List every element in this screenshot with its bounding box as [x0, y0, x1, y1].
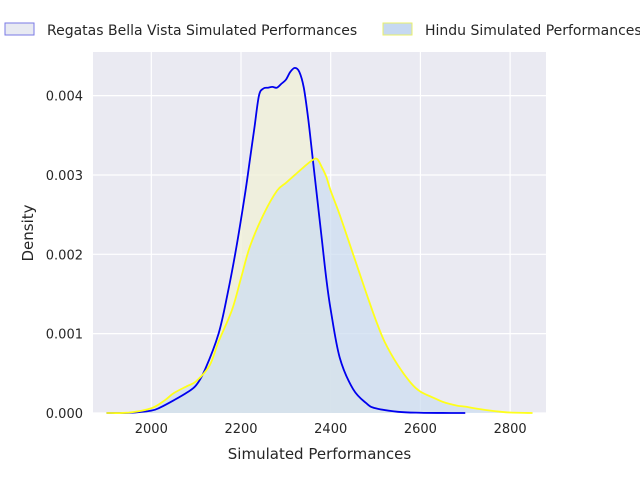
legend: Regatas Bella Vista Simulated Performanc… — [4, 22, 640, 39]
x-tick-label: 2400 — [314, 422, 347, 437]
x-tick-label: 2000 — [135, 422, 168, 437]
x-axis-label: Simulated Performances — [228, 445, 412, 463]
density-fill-hindu — [106, 158, 533, 414]
y-tick-label: 0.002 — [46, 248, 83, 263]
y-tick-label: 0.003 — [46, 169, 83, 184]
y-tick-label: 0.004 — [46, 90, 83, 105]
x-tick-label: 2800 — [494, 422, 527, 437]
legend-swatch-regatas — [4, 22, 35, 36]
density-line-hindu — [106, 157, 533, 414]
density-line-regatas — [106, 66, 466, 414]
legend-swatch-hindu — [382, 22, 413, 36]
y-tick-label: 0.001 — [46, 328, 83, 343]
x-tick-label: 2600 — [404, 422, 437, 437]
y-axis-label: Density — [19, 204, 37, 261]
x-tick-label: 2200 — [224, 422, 257, 437]
density-areas — [106, 66, 533, 414]
legend-label-hindu: Hindu Simulated Performances — [425, 23, 640, 39]
tick-labels: 2000 2200 2400 2600 2800 0.000 0.001 0.002 0.003… — [46, 90, 527, 437]
y-tick-label: 0.000 — [46, 407, 83, 422]
legend-label-regatas: Regatas Bella Vista Simulated Performanc… — [47, 23, 357, 39]
